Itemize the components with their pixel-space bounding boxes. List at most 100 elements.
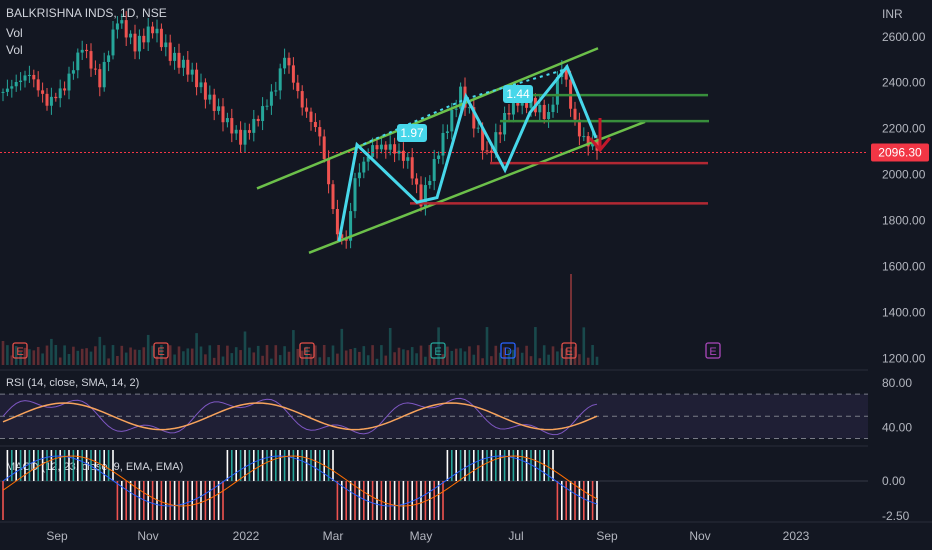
candle-body [467, 107, 471, 109]
macd-histogram-bar [138, 481, 141, 520]
macd-histogram-bar [156, 481, 158, 520]
candle-body [274, 90, 278, 92]
volume-bar [160, 345, 163, 365]
macd-histogram-bar [569, 481, 572, 520]
volume-bar [454, 348, 458, 365]
volume-bar [283, 346, 286, 365]
candle-body [54, 96, 58, 99]
macd-histogram-bar [116, 481, 119, 520]
macd-histogram-bar [503, 450, 506, 481]
macd-histogram-bar [55, 450, 57, 481]
candle-body [115, 23, 119, 30]
macd-histogram-bar [578, 481, 581, 520]
candle-body [58, 88, 62, 99]
candle-body [340, 234, 344, 239]
macd-histogram-bar [530, 450, 532, 481]
volume-bar [331, 345, 335, 365]
volume-bar [41, 353, 44, 365]
macd-histogram-bar [165, 481, 167, 520]
macd-histogram-bar [288, 450, 290, 481]
volume-bar [6, 345, 9, 365]
volume-bar [217, 345, 220, 365]
y-tick-label: 2400.00 [882, 76, 926, 90]
earnings-marker-label: E [16, 346, 23, 358]
volume-bar [366, 355, 370, 365]
candle-body [146, 26, 150, 43]
candle-body [164, 42, 168, 48]
macd-y-tick-label: -2.50 [882, 509, 910, 523]
volume-bar [494, 345, 498, 365]
volume-bar [525, 345, 528, 365]
macd-histogram-bar [6, 450, 9, 481]
y-tick-label: 2600.00 [882, 30, 926, 44]
macd-histogram-bar [556, 481, 559, 520]
macd-histogram-bar [68, 450, 70, 481]
macd-histogram-bar [398, 481, 400, 520]
macd-histogram-bar [490, 450, 493, 481]
volume-bar [243, 331, 247, 365]
candle-body [124, 20, 128, 38]
candle-body [397, 150, 401, 154]
macd-histogram-bar [112, 450, 114, 481]
macd-histogram-bar [50, 450, 53, 481]
y-tick-label: 1200.00 [882, 352, 926, 366]
candle-body [49, 96, 53, 106]
volume-bar [551, 346, 555, 365]
candle-body [221, 106, 225, 123]
volume-bar [309, 353, 313, 365]
candle-body [217, 106, 221, 111]
candle-body [415, 178, 419, 185]
candle-body [89, 51, 93, 69]
macd-histogram-bar [160, 481, 163, 520]
x-tick-label: May [410, 529, 433, 543]
candle-body [111, 29, 115, 56]
volume-bar [256, 345, 260, 365]
candle-body [375, 145, 379, 150]
volume-bar [10, 355, 14, 365]
candle-body [529, 97, 533, 108]
x-tick-label: Jul [508, 529, 523, 543]
down-arrow-head [588, 137, 612, 153]
candle-body [133, 33, 137, 52]
volume-bar [375, 358, 379, 365]
volume-bar [14, 346, 18, 365]
macd-histogram-bar [41, 450, 44, 481]
macd-histogram-bar [477, 450, 479, 481]
candle-body [318, 127, 322, 137]
volume-bar [503, 347, 506, 365]
volume-bar [248, 347, 251, 365]
candle-body [239, 129, 243, 145]
volume-bar [498, 352, 502, 365]
macd-histogram-bar [499, 450, 501, 481]
volume-bar [318, 357, 322, 365]
macd-histogram-bar [217, 481, 220, 520]
candle-body [129, 33, 133, 38]
macd-histogram-bar [534, 450, 537, 481]
macd-histogram-bar [591, 481, 594, 520]
candle-body [489, 150, 493, 153]
macd-histogram-bar [239, 450, 242, 481]
volume-bar [208, 345, 212, 365]
candle-body [472, 107, 476, 129]
macd-histogram-bar [107, 450, 110, 481]
candle-body [98, 69, 102, 88]
macd-histogram-bar [222, 481, 224, 520]
volume-bar [116, 355, 119, 365]
macd-histogram-bar [195, 481, 198, 520]
candle-body [32, 74, 36, 80]
macd-histogram-bar [129, 481, 132, 520]
volume-bar [353, 347, 357, 365]
macd-histogram-bar [332, 450, 334, 481]
volume-bar [94, 346, 97, 365]
candle-body [586, 136, 590, 147]
volume-bar [371, 345, 374, 365]
ratio-dotted-line [356, 97, 467, 148]
volume-bar [173, 354, 176, 365]
candle-body [243, 130, 247, 145]
candle-body [159, 28, 163, 48]
candle-body [577, 119, 581, 137]
candle-body [225, 118, 229, 123]
volume-bar [107, 358, 110, 365]
candle-body [300, 91, 304, 108]
